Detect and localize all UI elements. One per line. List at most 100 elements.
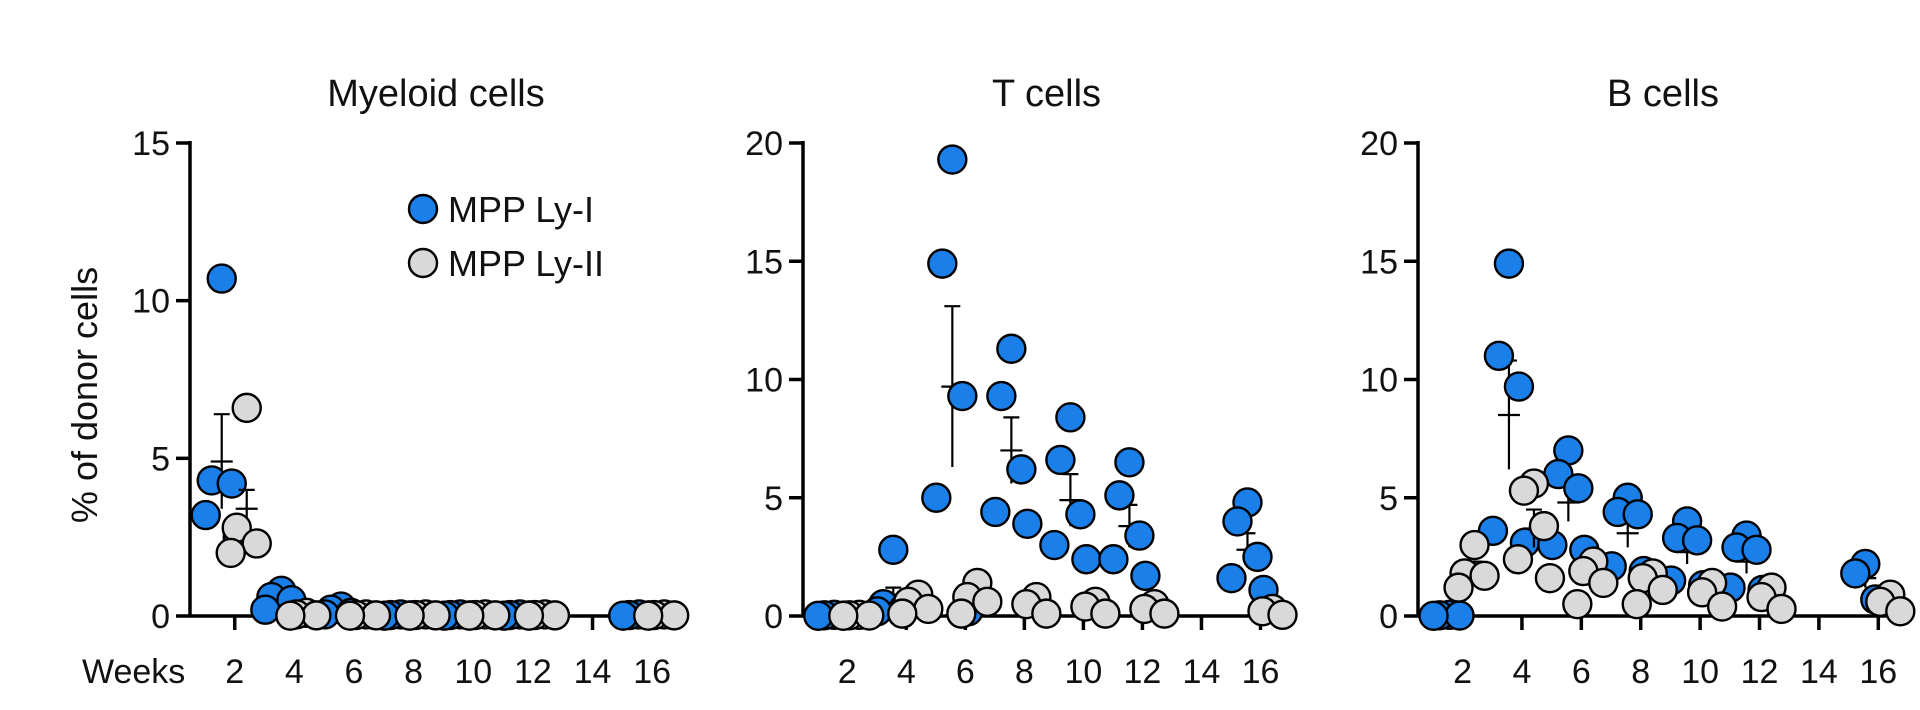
- x-tick-label: 4: [897, 653, 916, 691]
- data-point: [1130, 560, 1161, 591]
- panel-title: T cells: [992, 73, 1101, 115]
- data-point: [334, 600, 366, 631]
- data-point: [360, 600, 392, 631]
- panel-myeloid-cells: Myeloid cells 0 5 10 15 2 4 6 8 10 12 14 16: [132, 73, 690, 691]
- data-point: [1098, 544, 1129, 575]
- y-tick-label: 0: [764, 598, 783, 636]
- legend: MPP Ly-I MPP Ly-II: [407, 189, 604, 284]
- data-point: [1503, 371, 1535, 402]
- data-point: [190, 499, 221, 531]
- data-point: [206, 263, 237, 294]
- data-point: [996, 333, 1027, 364]
- data-point: [301, 600, 332, 631]
- data-point: [231, 392, 262, 424]
- series-mpp-ly-ii: [1443, 468, 1916, 627]
- data-point: [937, 144, 968, 175]
- data-point: [828, 600, 859, 631]
- data-point: [1443, 572, 1474, 603]
- x-tick-label: 2: [1453, 653, 1472, 691]
- x-tick-label: 16: [1242, 653, 1280, 691]
- data-point: [1055, 402, 1086, 433]
- data-point: [1706, 591, 1738, 622]
- y-tick-label: 0: [151, 598, 170, 636]
- data-point: [927, 248, 958, 279]
- data-point: [1242, 541, 1273, 573]
- x-tick-label: 14: [1183, 653, 1221, 691]
- data-point: [607, 600, 639, 631]
- data-point: [1444, 600, 1475, 631]
- series-mpp-ly-i: [803, 144, 1279, 631]
- data-point: [1104, 480, 1135, 511]
- data-point: [241, 528, 272, 559]
- panel-title: Myeloid cells: [327, 73, 545, 115]
- data-point: [1508, 475, 1540, 506]
- data-point: [275, 600, 306, 631]
- data-point: [1588, 567, 1619, 599]
- data-point: [513, 600, 545, 631]
- y-tick-label: 5: [151, 440, 170, 478]
- data-point: [1469, 560, 1500, 591]
- plot-area: Myeloid cells 0 5 10 15 2 4 6 8 10 12 14 16 T cells 0 5…: [132, 73, 1916, 691]
- data-point: [887, 598, 918, 629]
- x-tick-label: 4: [1512, 653, 1531, 691]
- data-point: [216, 468, 247, 499]
- x-tick-label: 10: [1064, 653, 1102, 691]
- data-point: [215, 537, 246, 569]
- data-point: [1149, 598, 1180, 629]
- data-point: [420, 600, 451, 631]
- data-point: [854, 600, 885, 631]
- x-tick-label: 14: [1800, 653, 1838, 691]
- y-tick-label: 15: [745, 243, 783, 281]
- legend-label-mpp-ly-i: MPP Ly-I: [448, 189, 594, 230]
- y-tick-label: 10: [745, 362, 783, 400]
- x-tick-label: 12: [1741, 653, 1779, 691]
- series-mpp-ly-i: [1418, 248, 1891, 631]
- y-tick-label: 20: [745, 125, 783, 163]
- data-point: [1267, 599, 1298, 631]
- series-mpp-ly-ii: [828, 567, 1298, 631]
- legend-marker-mpp-ly-ii: [407, 247, 439, 279]
- legend-label-mpp-ly-ii: MPP Ly-II: [448, 243, 604, 284]
- legend-marker-mpp-ly-i: [407, 193, 439, 225]
- series-mpp-ly-ii: [215, 392, 690, 631]
- data-point: [878, 534, 909, 565]
- y-tick-label: 15: [1360, 243, 1398, 281]
- data-point: [1418, 600, 1449, 631]
- data-point: [972, 586, 1003, 618]
- x-tick-label: 16: [633, 653, 671, 691]
- data-point: [1065, 499, 1096, 530]
- x-tick-label: 6: [345, 653, 364, 691]
- data-point: [1534, 562, 1566, 594]
- data-point: [1031, 598, 1062, 629]
- x-tick-label: 8: [1631, 653, 1650, 691]
- data-point: [1885, 596, 1916, 627]
- x-tick-label: 10: [454, 653, 492, 691]
- data-point: [1045, 444, 1076, 476]
- data-point: [1006, 454, 1037, 485]
- data-point: [480, 600, 511, 631]
- data-point: [946, 598, 977, 629]
- data-point: [1622, 499, 1653, 530]
- data-point: [1681, 525, 1713, 556]
- data-point: [658, 600, 690, 631]
- data-point: [986, 380, 1017, 412]
- y-tick-label: 0: [1379, 598, 1398, 636]
- y-tick-label: 5: [764, 480, 783, 518]
- data-point: [947, 380, 978, 412]
- data-point: [1741, 534, 1772, 565]
- x-tick-label: 2: [225, 653, 244, 691]
- data-point: [1483, 340, 1515, 372]
- y-tick-label: 5: [1379, 480, 1398, 518]
- y-tick-label: 20: [1360, 125, 1398, 163]
- data-point: [1071, 544, 1102, 575]
- data-point: [1216, 562, 1247, 594]
- x-tick-label: 6: [956, 653, 975, 691]
- series-mpp-ly-i: [190, 263, 665, 631]
- data-point: [454, 600, 485, 631]
- data-point: [1621, 588, 1652, 620]
- data-point: [1766, 593, 1797, 625]
- data-point: [1090, 598, 1121, 629]
- panel-title: B cells: [1607, 73, 1719, 115]
- x-tick-label: 8: [404, 653, 423, 691]
